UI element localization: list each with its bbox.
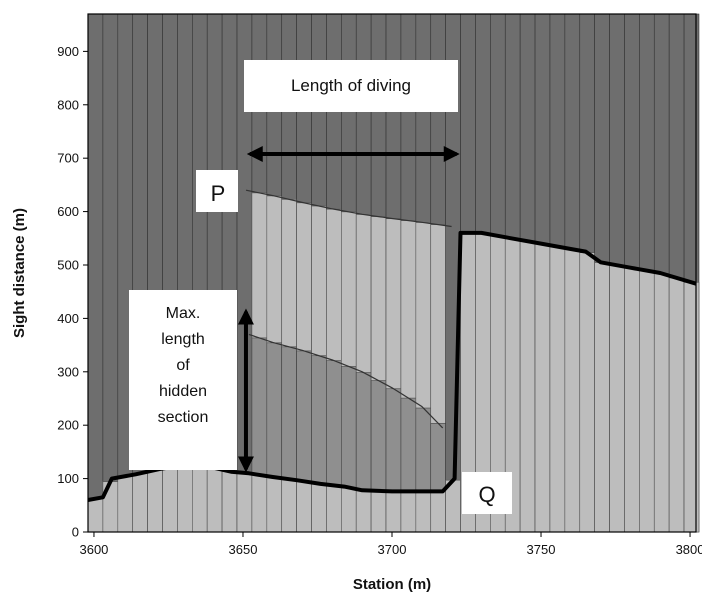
x-tick-label: 3800	[676, 542, 702, 557]
stripe-bar	[87, 13, 104, 533]
y-tick-label: 300	[57, 364, 79, 379]
sight-bar	[147, 469, 163, 533]
axes: 0 100 200 300 400 500 600 700 800 900 3600 3650 3700…	[11, 13, 702, 593]
point-q-label: Q	[478, 482, 495, 507]
hidden-bar	[415, 407, 432, 492]
y-tick-label: 700	[57, 151, 79, 166]
hidden-section-label-line: hidden	[159, 383, 207, 400]
hidden-bar	[296, 350, 312, 482]
x-tick-label: 3600	[79, 542, 108, 557]
hidden-section-label-line: section	[158, 409, 209, 426]
hidden-section-label-line: of	[176, 357, 190, 374]
y-axis-title: Sight distance (m)	[11, 208, 28, 338]
hidden-bar	[266, 342, 283, 478]
sight-bar	[594, 262, 610, 533]
sight-bar	[192, 465, 208, 533]
y-tick-label: 800	[57, 97, 79, 112]
hidden-bar	[341, 366, 357, 488]
hidden-bar	[326, 360, 342, 486]
hidden-bar	[251, 337, 268, 476]
sight-bar	[221, 471, 238, 533]
sight-bar	[639, 270, 655, 533]
y-tick-label: 0	[72, 525, 79, 540]
sight-bar	[579, 252, 595, 533]
hidden-bar	[385, 388, 402, 492]
sight-bar	[132, 473, 148, 533]
x-axis-title: Station (m)	[353, 576, 431, 593]
sight-bar	[177, 465, 193, 533]
y-tick-label: 900	[57, 44, 79, 59]
x-tick-label: 3750	[527, 542, 556, 557]
y-tick-label: 600	[57, 204, 79, 219]
sight-bar	[117, 475, 134, 533]
stripe-bar	[102, 13, 119, 533]
diving-upper-line	[245, 189, 452, 228]
sight-bar	[534, 243, 551, 533]
sight-bar	[236, 472, 253, 533]
length-of-diving-box	[244, 60, 458, 112]
hidden-section-label-line: Max.	[166, 305, 201, 322]
y-tick-label: 100	[57, 471, 79, 486]
sight-bar	[87, 498, 104, 533]
hidden-section-box	[129, 290, 237, 470]
hidden-bar	[370, 380, 387, 492]
sight-bar	[564, 248, 581, 533]
hidden-bar	[281, 346, 297, 480]
hidden-bar	[311, 355, 327, 485]
hidden-bar	[430, 422, 446, 492]
point-p-label: P	[211, 181, 226, 206]
hidden-upper-line	[248, 333, 444, 429]
sight-bar	[162, 467, 178, 533]
length-of-diving-label: Length of diving	[291, 76, 411, 95]
sight-bar	[609, 264, 625, 533]
sight-bar	[653, 273, 670, 533]
sight-bar	[206, 467, 223, 533]
sight-bar	[624, 267, 640, 533]
sight-bar	[683, 282, 700, 533]
y-tick-label: 400	[57, 311, 79, 326]
hidden-bar	[355, 372, 372, 491]
annotations: Length of diving P Q Max. length of hidden sect…	[129, 60, 512, 514]
y-tick-label: 500	[57, 257, 79, 272]
hidden-bar	[400, 397, 417, 492]
sight-bar	[519, 240, 536, 533]
x-tick-label: 3650	[229, 542, 258, 557]
x-tick-label: 3700	[378, 542, 407, 557]
hidden-section-label-line: length	[161, 331, 205, 348]
sight-bar	[668, 277, 685, 533]
sight-bar	[549, 246, 566, 533]
point-q-box	[462, 472, 512, 514]
y-tick-label: 200	[57, 418, 79, 433]
point-p-box	[196, 170, 238, 212]
